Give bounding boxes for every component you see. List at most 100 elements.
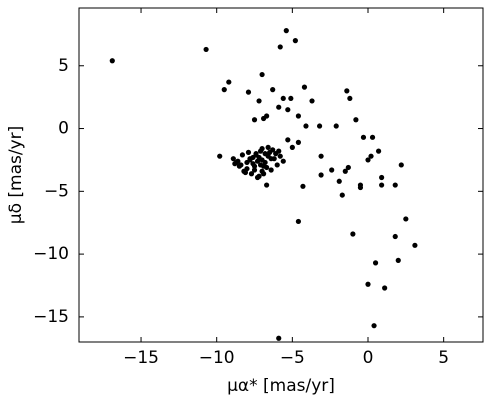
point (280, 158, 286, 164)
y-tick-label: −10 (33, 244, 69, 264)
point (368, 153, 374, 159)
point (379, 182, 385, 188)
point (345, 164, 351, 171)
point (236, 163, 242, 169)
point (295, 113, 302, 119)
point (318, 172, 324, 178)
point (365, 281, 371, 287)
point (268, 156, 274, 162)
point (260, 115, 267, 122)
point (342, 168, 348, 174)
point (285, 137, 291, 143)
point (259, 146, 265, 152)
point (217, 153, 223, 159)
point (277, 44, 283, 50)
point (295, 139, 302, 145)
point (251, 167, 258, 173)
point (226, 79, 232, 85)
point (270, 87, 276, 93)
point (230, 156, 236, 162)
point (254, 158, 261, 164)
point (360, 134, 367, 140)
point (264, 164, 270, 171)
x-tick-label: −15 (123, 348, 159, 368)
point (309, 98, 315, 104)
point (285, 107, 291, 113)
point (357, 182, 364, 188)
point (329, 167, 335, 173)
point (382, 285, 388, 291)
point (288, 95, 294, 102)
point (369, 134, 376, 140)
point (276, 335, 282, 341)
point (244, 159, 250, 166)
point (339, 192, 345, 198)
point (264, 182, 270, 188)
x-tick-label: −5 (280, 348, 305, 368)
point (233, 159, 239, 166)
y-tick-label: −5 (44, 181, 69, 201)
point (251, 117, 258, 123)
point (221, 87, 227, 93)
point (251, 163, 258, 169)
point (372, 260, 379, 266)
point (392, 233, 398, 240)
point (262, 151, 268, 157)
point (347, 95, 353, 102)
point (295, 218, 302, 225)
x-tick-label: −10 (199, 348, 235, 368)
point (318, 153, 324, 159)
point (268, 167, 274, 173)
y-tick-label: −15 (33, 307, 69, 327)
point (375, 148, 382, 154)
point (303, 123, 309, 129)
point (277, 153, 283, 159)
point (350, 231, 356, 237)
point (259, 168, 265, 174)
point (301, 84, 308, 90)
point (316, 123, 323, 129)
point (392, 182, 398, 188)
point (254, 174, 261, 181)
plot-frame (78, 7, 484, 343)
point (274, 162, 280, 168)
point (253, 152, 259, 158)
point (256, 98, 262, 104)
point (379, 174, 385, 181)
point (336, 178, 342, 184)
point (412, 242, 418, 248)
point (276, 148, 282, 154)
point (344, 88, 350, 94)
point (280, 95, 286, 102)
x-tick-label: 5 (438, 348, 449, 368)
point (371, 323, 377, 329)
point (241, 168, 247, 174)
point (257, 162, 264, 168)
y-tick-label: 0 (58, 119, 69, 139)
point (292, 38, 298, 44)
point (365, 157, 371, 163)
point (109, 58, 115, 64)
point (398, 162, 404, 168)
point (283, 28, 289, 34)
x-axis-label: μα* [mas/yr] (227, 376, 335, 396)
point (248, 171, 255, 177)
point (245, 89, 252, 95)
point (239, 152, 246, 158)
point (333, 123, 339, 129)
x-tick-label: 0 (363, 348, 374, 368)
point (403, 216, 409, 222)
point (353, 117, 359, 123)
y-axis-label: μδ [mas/yr] (6, 126, 26, 225)
point (270, 147, 276, 153)
point (300, 183, 306, 189)
point (395, 257, 401, 263)
point (245, 149, 252, 155)
point (259, 71, 265, 78)
y-tick-label: 5 (58, 56, 69, 76)
point (265, 144, 271, 150)
point (276, 104, 282, 110)
point (203, 46, 209, 53)
point (289, 144, 295, 150)
